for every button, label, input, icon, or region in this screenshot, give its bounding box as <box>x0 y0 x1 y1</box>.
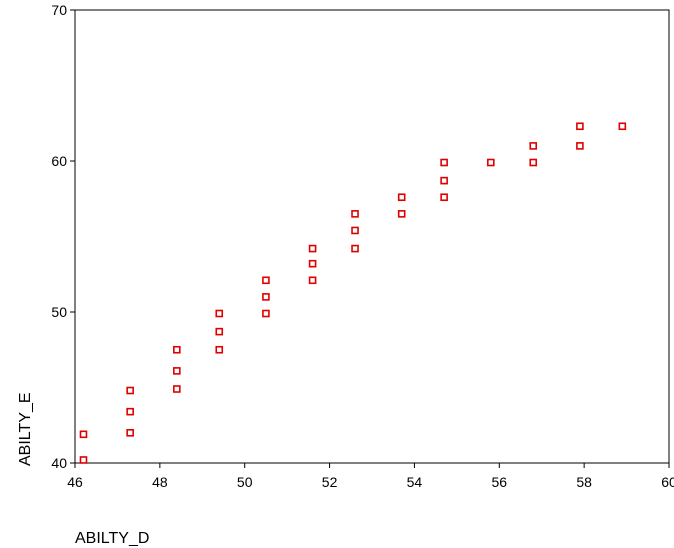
data-point <box>440 193 448 202</box>
data-point <box>351 210 359 218</box>
x-axis-title: ABILTY_D <box>75 530 149 547</box>
x-tick-label: 54 <box>407 474 423 490</box>
data-point <box>308 244 317 253</box>
data-point <box>126 428 134 437</box>
data-point <box>486 158 495 167</box>
data-point <box>351 226 359 235</box>
data-point <box>440 158 448 167</box>
x-tick-label: 58 <box>576 474 592 490</box>
data-point <box>126 407 134 416</box>
x-tick-label: 52 <box>322 474 338 490</box>
data-point <box>262 293 270 301</box>
y-tick-label: 70 <box>51 2 67 18</box>
data-point <box>397 193 406 202</box>
data-point <box>308 276 317 285</box>
x-tick-label: 50 <box>237 474 253 490</box>
data-point <box>126 386 134 395</box>
data-point <box>215 345 224 354</box>
y-tick-label: 60 <box>51 153 67 169</box>
x-tick-label: 46 <box>67 474 83 490</box>
data-point <box>215 327 224 336</box>
data-point <box>529 158 538 167</box>
data-point <box>529 142 538 150</box>
y-tick-label: 50 <box>51 304 67 320</box>
data-point <box>79 430 88 439</box>
axis-ticks: 46 48 50 52 54 56 58 60 40 50 60 70 <box>51 2 674 490</box>
plot-frame <box>74 9 670 464</box>
data-point <box>173 367 181 375</box>
data-point <box>351 244 359 253</box>
data-points <box>79 122 627 464</box>
y-tick-label: 40 <box>51 455 67 471</box>
x-tick-label: 48 <box>152 474 168 490</box>
y-axis-title: ABILTY_E <box>17 392 34 466</box>
data-point <box>262 309 270 318</box>
data-point <box>576 142 584 150</box>
data-point <box>215 309 224 318</box>
data-point <box>576 122 584 131</box>
data-point <box>262 276 270 285</box>
data-point <box>173 345 181 354</box>
data-point <box>397 210 406 218</box>
data-point <box>440 176 448 185</box>
x-tick-label: 60 <box>661 474 674 490</box>
data-point <box>173 385 181 393</box>
x-tick-label: 56 <box>491 474 507 490</box>
data-point <box>308 259 317 268</box>
data-point <box>618 122 627 131</box>
data-point <box>79 456 88 464</box>
